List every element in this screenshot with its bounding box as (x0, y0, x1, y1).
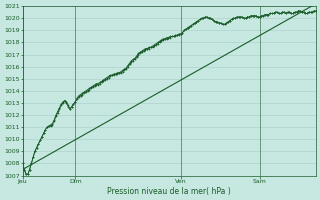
X-axis label: Pression niveau de la mer( hPa ): Pression niveau de la mer( hPa ) (107, 187, 231, 196)
